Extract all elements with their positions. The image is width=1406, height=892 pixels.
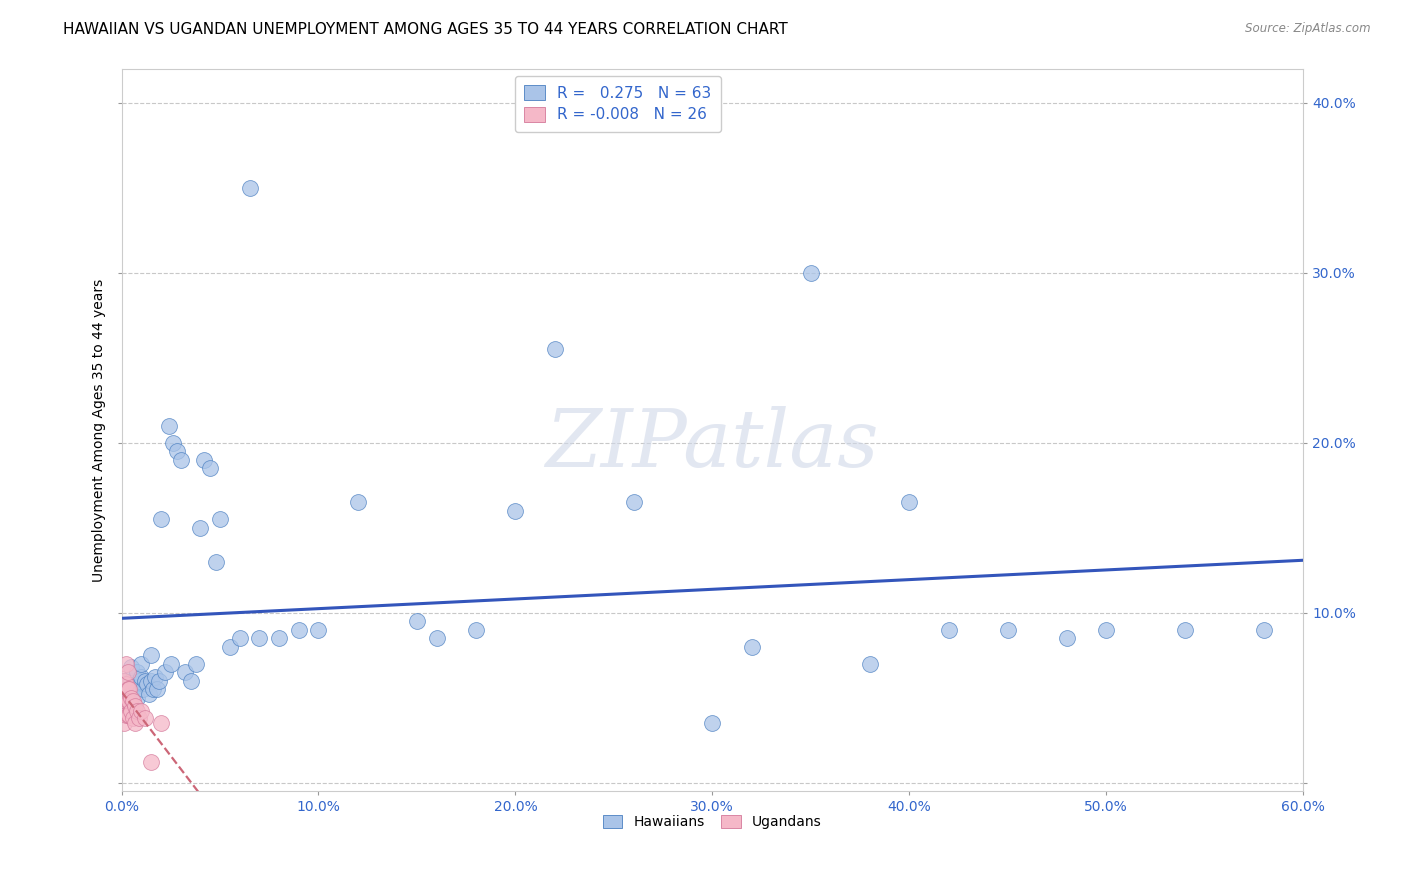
Point — [117, 694, 139, 708]
Point — [128, 673, 150, 688]
Point — [200, 461, 222, 475]
Point — [112, 716, 135, 731]
Point — [112, 673, 135, 688]
Point — [139, 648, 162, 663]
Point — [114, 657, 136, 671]
Point — [132, 682, 155, 697]
Point — [117, 682, 139, 697]
Point — [544, 342, 567, 356]
Point — [134, 673, 156, 688]
Point — [118, 690, 141, 705]
Point — [120, 673, 142, 688]
Point — [938, 623, 960, 637]
Point — [129, 704, 152, 718]
Point — [118, 682, 141, 697]
Point — [702, 716, 724, 731]
Point — [170, 452, 193, 467]
Point — [127, 665, 149, 680]
Point — [114, 699, 136, 714]
Point — [117, 682, 139, 697]
Point — [153, 665, 176, 680]
Point — [347, 495, 370, 509]
Point — [149, 512, 172, 526]
Point — [209, 512, 232, 526]
Legend: Hawaiians, Ugandans: Hawaiians, Ugandans — [598, 809, 827, 835]
Point — [112, 699, 135, 714]
Point — [205, 555, 228, 569]
Point — [249, 631, 271, 645]
Point — [120, 704, 142, 718]
Point — [114, 707, 136, 722]
Point — [117, 665, 139, 680]
Point — [505, 504, 527, 518]
Point — [465, 623, 488, 637]
Point — [1056, 631, 1078, 645]
Text: Source: ZipAtlas.com: Source: ZipAtlas.com — [1246, 22, 1371, 36]
Point — [193, 452, 215, 467]
Point — [190, 521, 212, 535]
Point — [997, 623, 1019, 637]
Point — [138, 687, 160, 701]
Point — [114, 694, 136, 708]
Point — [139, 756, 162, 770]
Point — [162, 435, 184, 450]
Point — [800, 266, 823, 280]
Point — [124, 677, 146, 691]
Point — [136, 677, 159, 691]
Point — [129, 670, 152, 684]
Point — [127, 704, 149, 718]
Point — [173, 665, 195, 680]
Point — [127, 690, 149, 705]
Point — [142, 682, 165, 697]
Point — [623, 495, 645, 509]
Point — [741, 640, 763, 654]
Point — [124, 716, 146, 731]
Point — [122, 694, 145, 708]
Point — [269, 631, 291, 645]
Point — [160, 657, 183, 671]
Point — [134, 711, 156, 725]
Point — [148, 673, 170, 688]
Point — [139, 673, 162, 688]
Y-axis label: Unemployment Among Ages 35 to 44 years: Unemployment Among Ages 35 to 44 years — [93, 278, 107, 582]
Point — [117, 707, 139, 722]
Point — [149, 716, 172, 731]
Point — [308, 623, 330, 637]
Point — [239, 180, 262, 194]
Point — [426, 631, 449, 645]
Point — [1095, 623, 1118, 637]
Point — [1253, 623, 1275, 637]
Point — [406, 614, 429, 628]
Point — [114, 677, 136, 691]
Point — [143, 670, 166, 684]
Point — [898, 495, 921, 509]
Point — [122, 682, 145, 697]
Point — [128, 711, 150, 725]
Point — [288, 623, 311, 637]
Point — [219, 640, 242, 654]
Point — [186, 657, 208, 671]
Point — [180, 673, 202, 688]
Point — [157, 418, 180, 433]
Point — [129, 657, 152, 671]
Text: HAWAIIAN VS UGANDAN UNEMPLOYMENT AMONG AGES 35 TO 44 YEARS CORRELATION CHART: HAWAIIAN VS UGANDAN UNEMPLOYMENT AMONG A… — [63, 22, 787, 37]
Point — [122, 711, 145, 725]
Point — [859, 657, 882, 671]
Point — [120, 690, 142, 705]
Point — [124, 699, 146, 714]
Point — [118, 694, 141, 708]
Text: ZIPatlas: ZIPatlas — [546, 406, 879, 483]
Point — [112, 673, 135, 688]
Point — [1174, 623, 1197, 637]
Point — [229, 631, 252, 645]
Point — [146, 682, 169, 697]
Point — [166, 444, 188, 458]
Point — [120, 660, 142, 674]
Point — [118, 707, 141, 722]
